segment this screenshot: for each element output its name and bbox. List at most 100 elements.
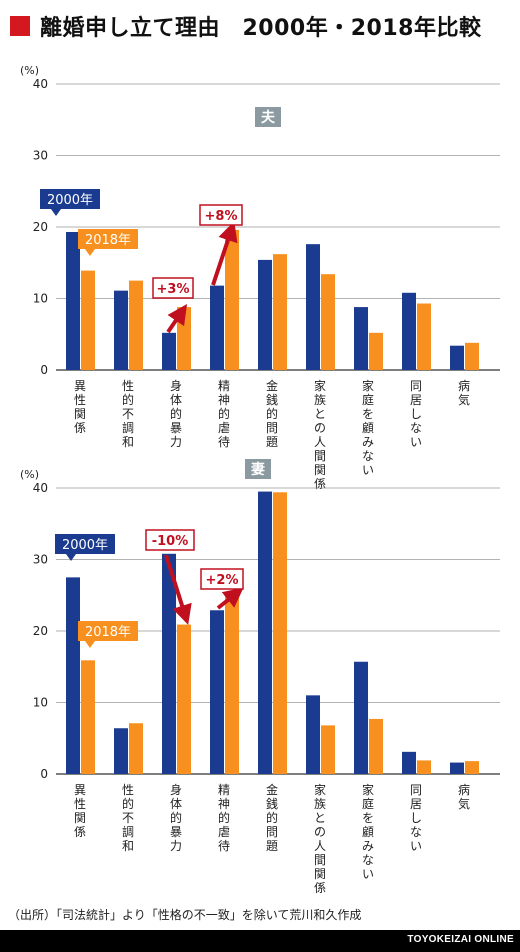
bar-2000 [402,292,416,370]
category-label-char: 居 [410,393,422,407]
legend-pointer [51,209,61,216]
change-label: +2% [206,573,239,588]
category-label-char: 病 [458,782,470,797]
panel-badge-label: 妻 [251,461,265,478]
legend-box-2018 [78,229,138,249]
bar-2018 [81,660,95,774]
category-label-char: 不 [122,407,134,421]
category-label-char: み [362,435,374,449]
category-label-char: 顧 [362,824,374,839]
category-label-char: 関 [314,867,326,881]
category-label-char: 性 [122,379,134,393]
category-label-char: 的 [266,406,278,421]
bar-2018 [369,332,383,370]
bar-2000 [354,307,368,370]
category-label-char: 和 [122,839,134,853]
legend-label-2018: 2018年 [85,625,131,640]
category-label-char: 的 [170,406,182,421]
category-label-char: 的 [122,796,134,811]
category-label-char: 金 [266,782,278,797]
bar-2000 [210,610,224,774]
category-label-char: 題 [266,839,278,853]
category-label-char: 身 [170,378,182,393]
bar-2000 [210,285,224,370]
category-label-char: 力 [170,839,182,853]
category-label-char: 的 [218,810,230,825]
bar-2018 [465,342,479,370]
category-label-char: な [362,853,374,867]
category-label-char: を [362,407,374,421]
category-label-char: 虐 [218,421,230,435]
change-arrow [166,304,188,334]
category-label-char: を [362,811,374,825]
category-label-char: 間 [314,853,326,867]
category-label-char: 性 [74,797,86,811]
category-label-char: 人 [314,839,326,853]
y-tick-label: 30 [33,149,48,163]
legend-label-2018: 2018年 [85,233,131,248]
y-tick-label: 0 [40,363,48,377]
change-arrow [216,587,244,610]
category-label-char: な [362,449,374,463]
y-axis-unit: (%) [20,64,39,77]
category-label-char: 的 [218,406,230,421]
bar-2018 [417,760,431,774]
y-axis-unit: (%) [20,468,39,481]
category-label-char: 待 [218,839,230,853]
category-label-char: 和 [122,435,134,449]
category-label-char: 調 [122,421,134,435]
change-arrow [211,221,238,286]
category-label-char: 身 [170,782,182,797]
bar-2000 [306,244,320,370]
bar-2018 [417,303,431,370]
category-label-char: 待 [218,435,230,449]
bar-2018 [273,254,287,370]
y-tick-label: 10 [33,292,48,306]
change-label-box [152,277,194,299]
category-label-char: 虐 [218,825,230,839]
footer-bar: TOYOKEIZAI ONLINE [0,930,520,952]
category-label-char: 金 [266,378,278,393]
category-label-char: 異 [74,783,86,797]
category-label-char: 的 [266,810,278,825]
category-label-char: 族 [314,393,326,407]
category-label-char: 的 [122,392,134,407]
change-label: +3% [157,282,190,297]
category-label-char: い [362,463,374,477]
category-label-char: 問 [266,825,278,839]
bar-2000 [402,751,416,774]
source-note: （出所）「司法統計」より「性格の不一致」を除いて荒川和久作成 [8,908,362,922]
bar-2018 [369,718,383,774]
category-label-char: な [410,825,422,839]
category-label-char: 顧 [362,420,374,435]
legend-pointer [85,249,95,256]
bar-2018 [129,723,143,774]
y-tick-label: 0 [40,767,48,781]
category-label-char: 家 [362,378,374,393]
category-label-char: 間 [314,449,326,463]
bar-2000 [162,332,176,370]
brand-label: TOYOKEIZAI ONLINE [407,934,514,945]
category-label-char: 気 [458,392,470,407]
category-label-char: 性 [74,393,86,407]
bar-2018 [465,761,479,774]
panel-badge-bg [255,107,281,127]
category-label-char: 不 [122,811,134,825]
category-label-char: 関 [314,463,326,477]
category-label-char: 異 [74,379,86,393]
category-label-char: 体 [170,797,182,811]
category-label-char: い [410,839,422,853]
category-label-char: 精 [218,783,230,797]
category-label-char: し [410,811,422,825]
category-label-char: と [314,407,326,421]
change-label-box [200,568,244,590]
category-label-char: 銭 [266,796,278,811]
y-tick-label: 10 [33,696,48,710]
category-label-char: 銭 [266,392,278,407]
category-label-char: 係 [74,825,86,839]
category-label-char: な [410,421,422,435]
category-label-char: 精 [218,379,230,393]
category-label-char: 係 [314,881,326,895]
change-label-box [145,529,195,551]
category-label-char: 人 [314,435,326,449]
